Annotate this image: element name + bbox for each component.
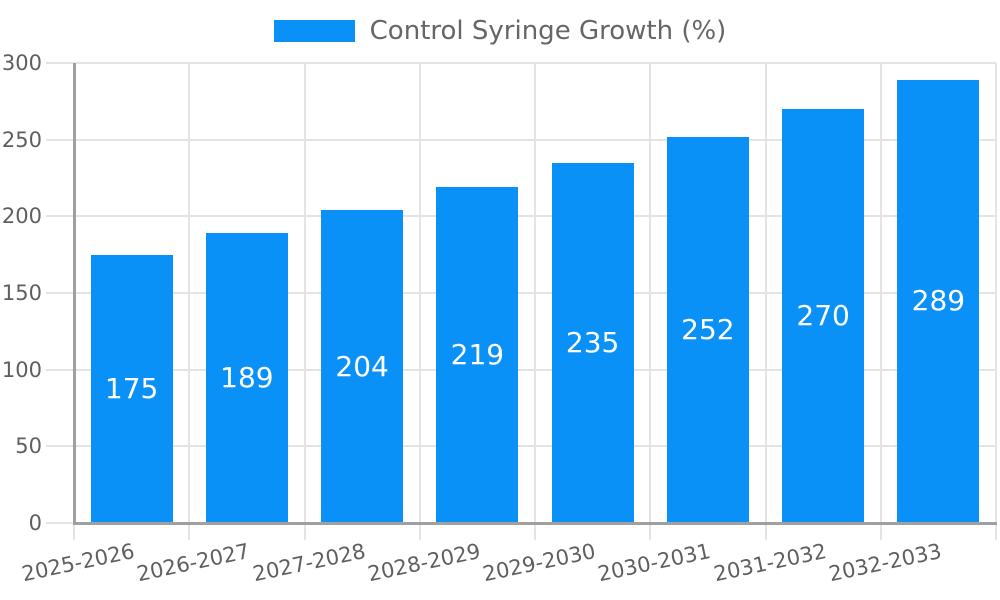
y-gridline: [46, 292, 996, 294]
y-axis-tick-label: 100: [1, 357, 42, 382]
x-gridline: [995, 63, 997, 540]
bar-value-label: 219: [450, 338, 505, 372]
x-axis-tick-label: 2029-2030: [480, 538, 598, 587]
bar-value-label: 204: [335, 349, 389, 383]
y-axis-tick-label: 50: [15, 434, 42, 459]
y-gridline: [46, 445, 996, 448]
legend-swatch-icon: [273, 20, 355, 42]
y-axis-tick-label: 250: [1, 127, 42, 152]
x-axis-tick-label: 2031-2032: [711, 538, 829, 587]
x-axis-tick-label: 2028-2029: [365, 538, 483, 587]
y-gridline: [46, 62, 996, 64]
x-gridline: [188, 63, 191, 540]
x-axis-tick-label: 2030-2031: [596, 538, 714, 587]
bar: [782, 109, 865, 523]
x-axis-line: [73, 522, 997, 525]
y-axis-tick-label: 300: [1, 51, 42, 75]
y-axis-line: [73, 63, 76, 525]
y-gridline: [46, 215, 996, 218]
bar: [321, 210, 404, 523]
bar-value-label: 270: [796, 299, 850, 332]
bar: [90, 254, 173, 523]
x-gridline: [879, 63, 882, 540]
y-gridline: [46, 368, 996, 371]
bar-value-label: 252: [681, 312, 735, 346]
x-gridline: [534, 63, 536, 540]
bar: [205, 233, 288, 523]
y-axis-tick-label: 0: [28, 511, 42, 535]
bar: [897, 79, 980, 523]
x-gridline: [303, 63, 306, 540]
x-axis-tick-label: 2032-2033: [826, 538, 944, 587]
y-gridline: [46, 138, 996, 141]
bar: [551, 162, 634, 523]
bar: [436, 187, 519, 523]
legend-label: Control Syringe Growth (%): [369, 16, 727, 46]
x-gridline: [649, 63, 652, 540]
x-axis-tick-label: 2027-2028: [250, 538, 368, 587]
legend: Control Syringe Growth (%): [0, 16, 1000, 46]
bar-value-label: 189: [220, 361, 274, 395]
bar-value-label: 235: [565, 325, 620, 359]
y-axis-tick-label: 200: [1, 204, 42, 229]
bar: [666, 136, 749, 523]
x-axis-tick-label: 2025-2026: [19, 538, 137, 587]
bar-value-label: 289: [911, 284, 966, 318]
x-gridline: [764, 63, 767, 540]
x-gridline: [418, 63, 421, 540]
x-axis-tick-label: 2026-2027: [135, 538, 253, 587]
y-axis-tick-label: 150: [1, 281, 42, 305]
bar-value-label: 175: [104, 371, 159, 405]
